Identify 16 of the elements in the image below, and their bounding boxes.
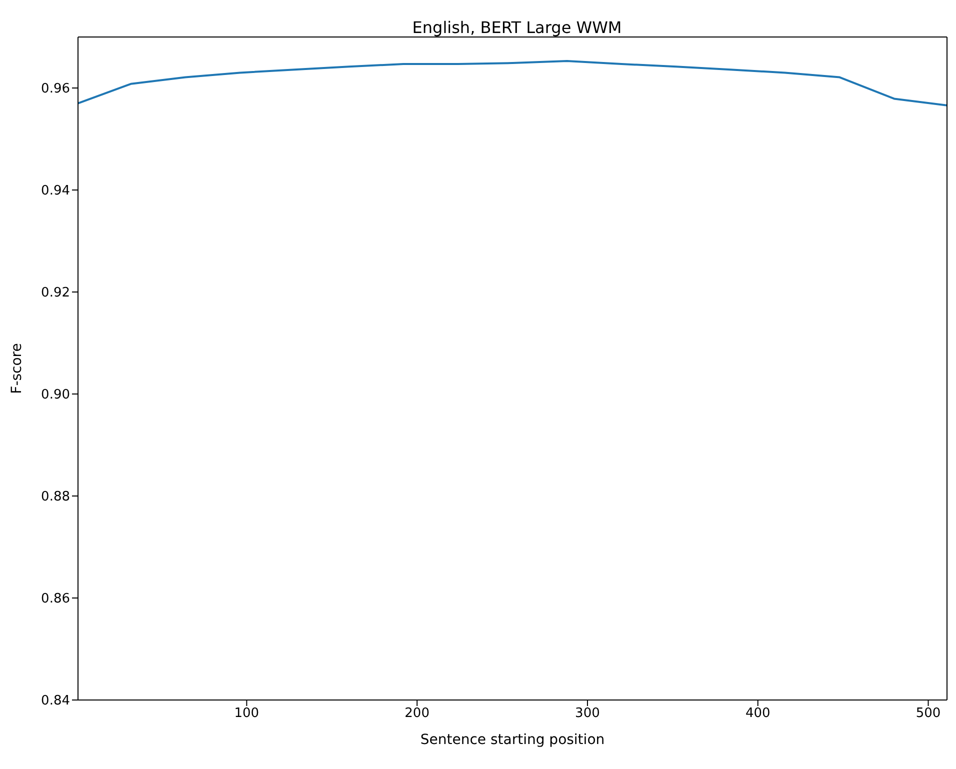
y-tick-label: 0.84 <box>41 694 70 709</box>
y-axis-title: F-score <box>8 343 25 394</box>
y-tick-label: 0.96 <box>41 82 70 97</box>
y-tick-label: 0.92 <box>41 286 70 301</box>
line-series <box>78 60 947 106</box>
chart-title: English, BERT Large WWM <box>411 18 623 37</box>
x-tick-label: 400 <box>745 706 770 722</box>
y-tick-label: 0.90 <box>41 388 70 403</box>
x-axis-title: Sentence starting position <box>420 732 605 748</box>
x-tick-label: 500 <box>916 706 941 722</box>
y-tick-label: 0.94 <box>41 184 70 199</box>
x-tick-label: 100 <box>234 706 260 722</box>
y-tick-label: 0.86 <box>41 592 70 607</box>
x-tick-label: 200 <box>404 706 430 722</box>
x-tick-label: 300 <box>575 706 600 722</box>
y-tick-label: 0.88 <box>41 490 70 505</box>
